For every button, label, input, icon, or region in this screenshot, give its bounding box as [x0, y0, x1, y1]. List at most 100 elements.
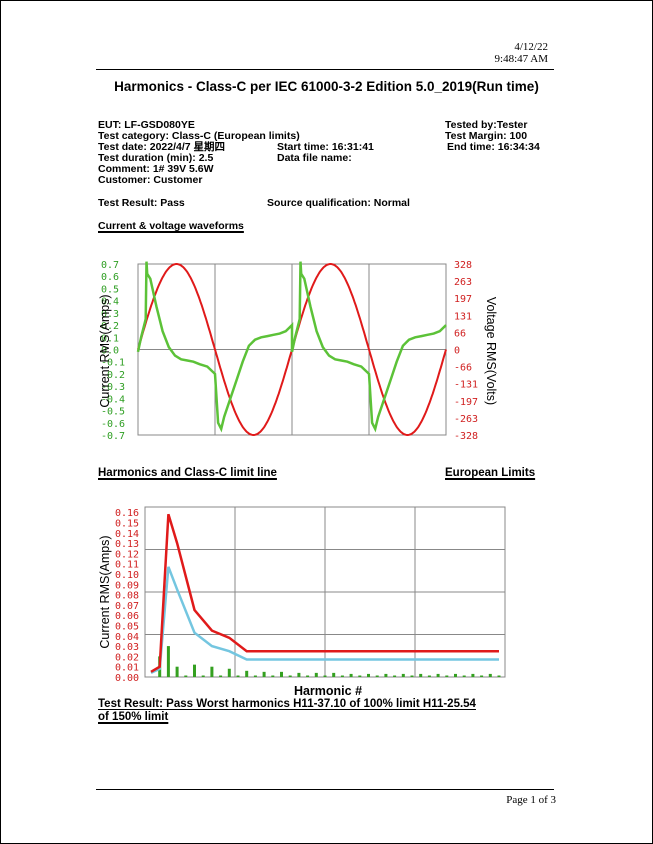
current-tick-label: -0.6 [101, 419, 125, 430]
voltage-tick-label: 328 [454, 260, 472, 271]
voltage-tick-label: -131 [454, 380, 478, 391]
harmonics-tick-label: 0.12 [115, 549, 139, 560]
harmonic-bar [245, 670, 249, 677]
current-tick-label: -0.2 [101, 370, 125, 381]
harmonic-bar [175, 666, 179, 677]
comment-label: Comment: 1# 39V 5.6W [98, 163, 214, 175]
footer-result-line1: Test Result: Pass Worst harmonics H11-37… [98, 698, 476, 710]
test-category-label: Test category: Class-C (European limits) [98, 130, 300, 142]
harmonic-bar [262, 671, 266, 677]
limits-section-title: European Limits [445, 467, 536, 479]
harmonics-tick-label: 0.08 [115, 591, 139, 602]
harmonic-bar [201, 675, 205, 677]
current-tick-label: -0.4 [101, 394, 125, 405]
waveforms-section-title: Current & voltage waveforms [98, 220, 244, 232]
print-time: 9:48:47 AM [494, 53, 548, 65]
voltage-tick-label: -328 [454, 431, 478, 442]
harmonic-bar [193, 664, 196, 677]
harmonic-bar [323, 675, 327, 677]
harmonic-bar [497, 675, 501, 677]
harmonic-bar [306, 675, 310, 677]
current-waveform-line [136, 261, 447, 433]
print-date: 4/12/22 [514, 41, 548, 53]
harmonic-bar [297, 672, 301, 677]
harmonic-bars [158, 646, 501, 677]
harmonic-bar [410, 675, 414, 677]
harmonics-tick-label: 0.05 [115, 621, 139, 632]
harmonic-bar [375, 675, 379, 677]
harmonics-tick-label: 0.13 [115, 539, 139, 550]
source-qualification-label: Source qualification: Normal [267, 197, 410, 209]
data-file-label: Data file name: [277, 152, 352, 164]
current-tick-label: 0.5 [101, 284, 119, 295]
voltage-tick-label: 263 [454, 277, 472, 288]
harmonics-tick-label: 0.03 [115, 642, 139, 653]
harmonics-y-axis-label: Current RMS(Amps) [98, 535, 112, 648]
harmonics-tick-label: 0.00 [115, 673, 139, 684]
test-duration-label: Test duration (min): 2.5 [98, 152, 214, 164]
harmonic-bar [384, 673, 388, 677]
harmonic-bar [184, 675, 188, 677]
harmonic-bar [271, 675, 275, 677]
harmonics-tick-label: 0.16 [115, 508, 139, 519]
test-date-label: Test date: 2022/4/7 星期四 [98, 141, 226, 153]
harmonic-bar [358, 675, 362, 677]
harmonic-bar [340, 675, 344, 677]
harmonic-bar [236, 675, 240, 677]
voltage-axis-ticks: 328 263 197 131 66 0 -66 -131 -197 -263 -328 [454, 260, 478, 442]
voltage-tick-label: -66 [454, 363, 472, 374]
harmonics-tick-label: 0.11 [115, 560, 139, 571]
end-time-label: End time: 16:34:34 [447, 141, 540, 153]
harmonic-bar [445, 675, 449, 677]
test-result-label: Test Result: Pass [98, 197, 185, 209]
harmonics-tick-label: 0.04 [115, 632, 139, 643]
harmonics-tick-label: 0.10 [115, 570, 139, 581]
harmonic-bar [367, 673, 370, 677]
page-number: Page 1 of 3 [506, 794, 556, 806]
footer-divider [96, 789, 554, 790]
report-title: Harmonics - Class-C per IEC 61000-3-2 Ed… [114, 79, 539, 94]
voltage-tick-label: -197 [454, 397, 478, 408]
harmonics-tick-label: 0.01 [115, 663, 139, 674]
harmonic-bar [436, 673, 440, 677]
current-tick-label: 0.0 [101, 346, 119, 357]
current-tick-label: -0.7 [101, 431, 125, 442]
current-tick-label: 0.6 [101, 272, 119, 283]
voltage-axis-label: Voltage RMS(Volts) [484, 297, 498, 405]
voltage-tick-label: 66 [454, 328, 466, 339]
harmonics-tick-label: 0.15 [115, 518, 139, 529]
current-axis-ticks: 0.70.60.5 0.40.30.20.1 0.0-0.1-0.2-0.3-0.4… [101, 260, 125, 442]
harmonic-bar [219, 675, 223, 677]
harmonics-tick-label: 0.09 [115, 580, 139, 591]
harmonic-bar [227, 668, 231, 677]
harmonics-chart: 0.160.150.140.130.120.110.100.090.080.07… [98, 506, 506, 698]
customer-label: Customer: Customer [98, 174, 203, 186]
voltage-tick-label: 131 [454, 311, 472, 322]
current-tick-label: 0.4 [101, 297, 119, 308]
waveform-chart: 0.70.60.5 0.40.30.20.1 0.0-0.1-0.2-0.3-0.4… [98, 260, 498, 442]
header-divider [96, 69, 554, 70]
footer-result: Test Result: Pass Worst harmonics H11-37… [98, 698, 476, 724]
current-axis-label: Current RMS(Amps) [98, 294, 112, 407]
harmonic-bar [419, 673, 423, 677]
harmonic-bar [210, 666, 214, 677]
harmonic-bar [471, 673, 475, 677]
harmonic-bar [349, 673, 353, 677]
harmonic-bar [288, 675, 292, 677]
harmonic-bar [401, 673, 405, 677]
harmonic-bar [427, 675, 431, 677]
print-timestamp: 4/12/22 9:48:47 AM [495, 41, 548, 65]
harmonics-tick-label: 0.07 [115, 601, 139, 612]
eut-label: EUT: LF-GSD080YE [98, 119, 195, 131]
footer-result-line2: of 150% limit [98, 711, 169, 723]
voltage-tick-label: 0 [454, 346, 460, 357]
harmonics-section-title: Harmonics and Class-C limit line [98, 467, 277, 479]
test-margin-label: Test Margin: 100 [445, 130, 528, 142]
current-tick-label: -0.5 [101, 407, 125, 418]
harmonics-x-axis-label: Harmonic # [294, 684, 362, 698]
start-time-label: Start time: 16:31:41 [277, 141, 374, 153]
harmonics-tick-label: 0.14 [115, 529, 139, 540]
harmonic-bar [166, 646, 170, 677]
voltage-tick-label: 197 [454, 294, 472, 305]
